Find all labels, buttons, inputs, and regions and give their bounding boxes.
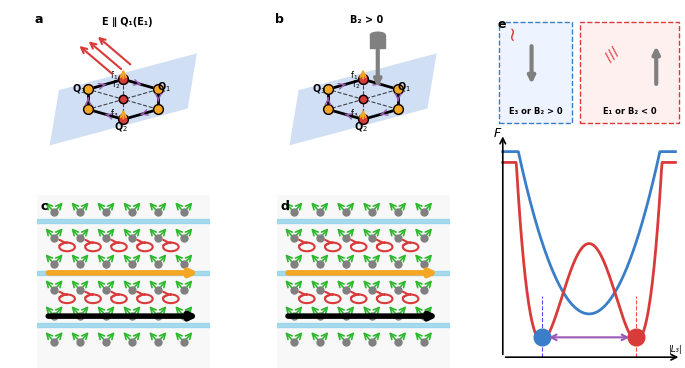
Text: b: b: [275, 13, 284, 26]
Text: Q$_2$: Q$_2$: [354, 120, 368, 134]
Bar: [277, 219, 449, 223]
Bar: [37, 271, 210, 275]
Bar: [277, 323, 449, 327]
Text: E₃ or B₂ > 0: E₃ or B₂ > 0: [508, 107, 562, 116]
Bar: [37, 219, 210, 223]
Text: Q$_1$: Q$_1$: [157, 81, 171, 94]
Text: Q$_3$: Q$_3$: [312, 82, 326, 96]
Text: |L₃|: |L₃|: [669, 344, 682, 354]
Text: f$_3$: f$_3$: [349, 108, 358, 120]
Bar: [371, 35, 385, 48]
Polygon shape: [50, 53, 197, 145]
FancyBboxPatch shape: [580, 22, 680, 123]
Text: E₁ or B₂ < 0: E₁ or B₂ < 0: [603, 107, 656, 116]
FancyBboxPatch shape: [499, 22, 572, 123]
Text: f$_2$: f$_2$: [112, 78, 120, 91]
Bar: [277, 271, 449, 275]
Text: Q$_1$: Q$_1$: [397, 81, 410, 94]
Text: F: F: [493, 127, 501, 140]
Text: E ∥ Q₁(E₁): E ∥ Q₁(E₁): [101, 17, 152, 27]
Text: c: c: [40, 200, 48, 213]
Polygon shape: [290, 53, 436, 145]
Text: Q$_2$: Q$_2$: [114, 120, 128, 134]
Text: ~: ~: [503, 24, 522, 40]
Ellipse shape: [371, 32, 385, 38]
Text: f$_1$: f$_1$: [110, 70, 119, 82]
Text: B₂ > 0: B₂ > 0: [350, 15, 384, 25]
Text: f$_3$: f$_3$: [110, 108, 119, 120]
Text: e: e: [497, 18, 506, 31]
Text: f$_2$: f$_2$: [351, 78, 360, 91]
Text: d: d: [280, 200, 289, 213]
Text: f$_1$: f$_1$: [350, 70, 358, 82]
Text: ///: ///: [602, 45, 622, 64]
Text: a: a: [35, 13, 43, 26]
Text: Q$_3$: Q$_3$: [72, 82, 86, 96]
Bar: [37, 323, 210, 327]
